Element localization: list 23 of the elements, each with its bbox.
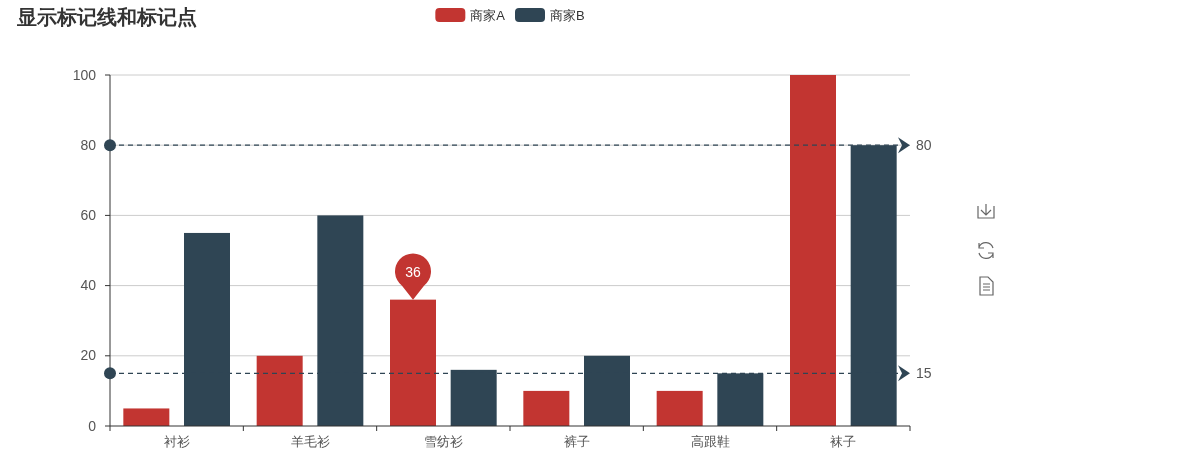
bar [790,75,836,426]
ref-line-label: 15 [916,365,932,382]
bar [656,390,703,426]
x-tick-label: 裤子 [563,434,590,449]
y-tick-label: 40 [80,277,97,294]
bar [256,355,303,426]
legend-label: 商家A [470,8,506,23]
x-tick-label: 袜子 [830,434,857,449]
bar [123,408,170,426]
bar [523,390,570,426]
y-tick-label: 100 [72,66,97,83]
data-label: 36 [405,263,421,280]
x-tick-label: 羊毛衫 [290,434,330,449]
y-tick-label: 80 [80,136,97,153]
x-tick-label: 衬衫 [163,434,190,449]
x-tick-label: 高跟鞋 [690,434,730,449]
y-tick-label: 0 [88,417,97,434]
chart-title: 显示标记线和标记点 [16,6,197,28]
y-tick-label: 20 [80,347,97,364]
legend-label: 商家B [550,8,585,23]
y-tick-label: 60 [80,206,97,223]
x-tick-label: 雪纺衫 [423,434,463,449]
ref-line-label: 80 [916,137,932,154]
